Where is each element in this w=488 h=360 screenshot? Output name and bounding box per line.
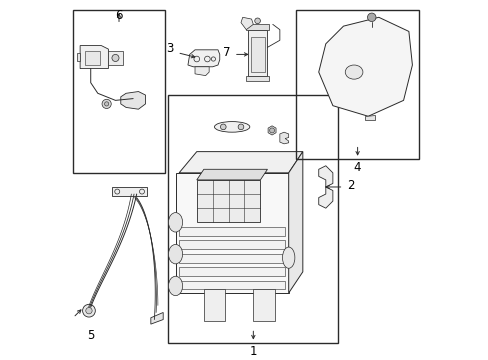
Ellipse shape — [214, 122, 249, 132]
Text: 3: 3 — [166, 42, 174, 55]
Bar — [295, 10, 419, 159]
Circle shape — [238, 124, 244, 130]
Polygon shape — [195, 67, 209, 76]
Bar — [203, 289, 224, 321]
Polygon shape — [112, 187, 147, 196]
Polygon shape — [108, 51, 122, 65]
Circle shape — [104, 102, 108, 106]
Ellipse shape — [168, 244, 182, 264]
Polygon shape — [179, 281, 285, 289]
Circle shape — [367, 13, 375, 22]
Ellipse shape — [168, 276, 182, 296]
Polygon shape — [288, 152, 302, 293]
Polygon shape — [175, 173, 288, 293]
Polygon shape — [241, 17, 253, 30]
Circle shape — [220, 124, 225, 130]
Text: 4: 4 — [353, 161, 361, 174]
Bar — [253, 289, 274, 321]
Circle shape — [112, 54, 119, 62]
Polygon shape — [267, 126, 276, 135]
Text: 2: 2 — [346, 179, 354, 192]
Circle shape — [85, 307, 92, 314]
Circle shape — [82, 304, 95, 317]
Polygon shape — [85, 51, 100, 65]
Text: 7: 7 — [223, 46, 230, 59]
Circle shape — [102, 99, 111, 108]
Circle shape — [269, 128, 274, 133]
Text: 6: 6 — [115, 9, 122, 22]
Polygon shape — [179, 227, 285, 236]
Polygon shape — [179, 254, 285, 263]
Polygon shape — [250, 37, 264, 72]
Bar — [73, 10, 164, 173]
Ellipse shape — [282, 247, 294, 268]
Polygon shape — [150, 312, 163, 324]
Polygon shape — [318, 166, 332, 208]
Polygon shape — [179, 152, 302, 173]
Polygon shape — [179, 240, 285, 249]
Text: 1: 1 — [249, 345, 257, 358]
Text: 5: 5 — [87, 329, 94, 342]
Polygon shape — [247, 30, 267, 76]
Circle shape — [254, 18, 260, 24]
Polygon shape — [196, 169, 267, 180]
Polygon shape — [196, 180, 260, 222]
Polygon shape — [121, 91, 145, 109]
Polygon shape — [179, 267, 285, 276]
Polygon shape — [318, 17, 411, 116]
Polygon shape — [246, 24, 269, 30]
Polygon shape — [77, 53, 80, 62]
Ellipse shape — [345, 65, 362, 79]
Bar — [168, 95, 338, 342]
Polygon shape — [80, 46, 108, 68]
Polygon shape — [364, 114, 374, 120]
Polygon shape — [187, 50, 219, 67]
Ellipse shape — [168, 213, 182, 232]
Polygon shape — [246, 76, 269, 81]
Polygon shape — [279, 132, 288, 144]
